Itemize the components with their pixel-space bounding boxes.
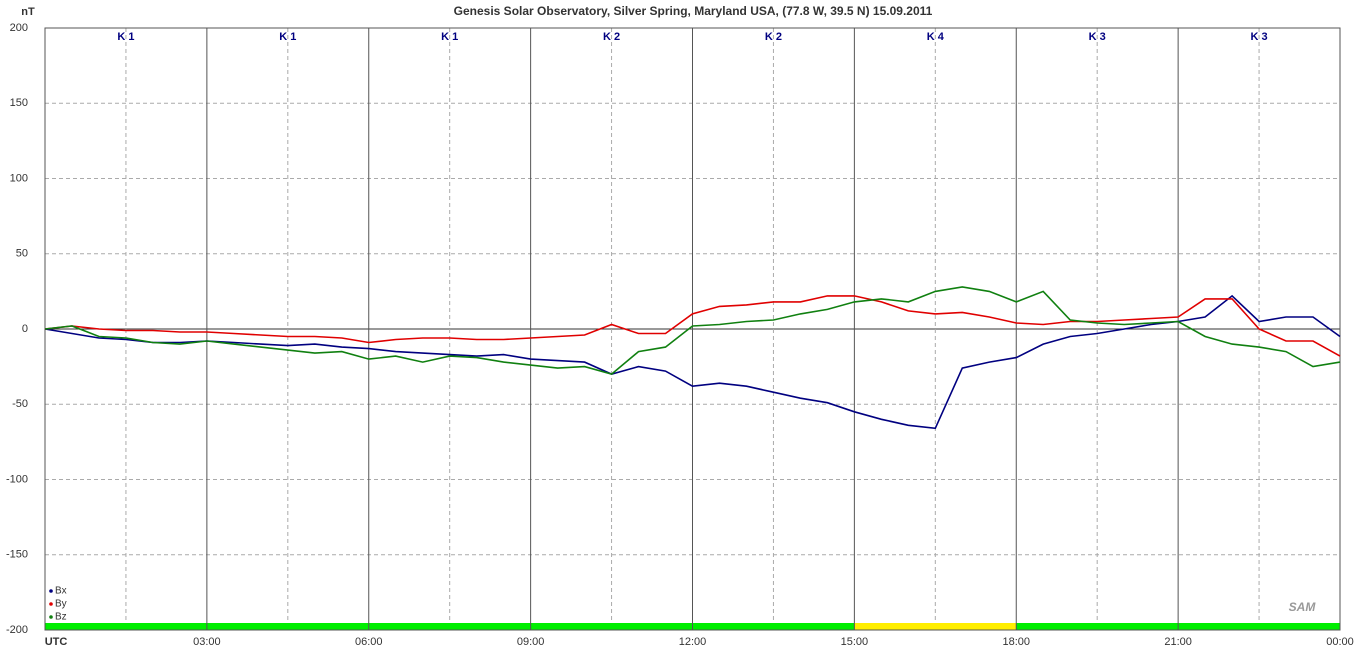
k-index-band [368, 623, 531, 630]
k-index-band [206, 623, 369, 630]
x-tick-label: UTC [45, 636, 68, 648]
k-index-band [530, 623, 693, 630]
y-tick-label: -50 [12, 398, 28, 410]
data-line [44, 286, 1341, 375]
legend-marker [49, 589, 53, 593]
x-tick-label: 00:00 [1326, 636, 1354, 648]
y-tick-label: 100 [10, 172, 28, 184]
legend-label: Bz [55, 612, 67, 623]
legend-label: Bx [55, 586, 67, 597]
data-line [44, 294, 1341, 430]
y-tick-label: -100 [6, 473, 28, 485]
k-index-band [692, 623, 855, 630]
legend-marker [49, 615, 53, 619]
x-tick-label: 21:00 [1164, 636, 1192, 648]
k-index-band [1178, 623, 1340, 630]
x-tick-label: 06:00 [355, 636, 383, 648]
x-tick-label: 09:00 [517, 636, 545, 648]
k-index-band [45, 623, 207, 630]
x-tick-label: 15:00 [841, 636, 869, 648]
chart-title: Genesis Solar Observatory, Silver Spring… [454, 4, 933, 18]
x-tick-label: 18:00 [1002, 636, 1030, 648]
x-tick-label: 03:00 [193, 636, 221, 648]
x-tick-label: 12:00 [679, 636, 707, 648]
y-tick-label: 200 [10, 22, 28, 34]
legend-marker [49, 602, 53, 606]
y-tick-label: -150 [6, 549, 28, 561]
legend-label: By [55, 599, 67, 610]
k-index-band [854, 623, 1017, 630]
y-tick-label: -200 [6, 624, 28, 636]
y-axis-label: nT [21, 6, 35, 18]
k-index-band [1016, 623, 1179, 630]
y-tick-label: 150 [10, 97, 28, 109]
y-tick-label: 50 [16, 248, 28, 260]
logo: SAM [1289, 600, 1317, 614]
y-tick-label: 0 [22, 323, 28, 335]
data-line [44, 295, 1341, 357]
